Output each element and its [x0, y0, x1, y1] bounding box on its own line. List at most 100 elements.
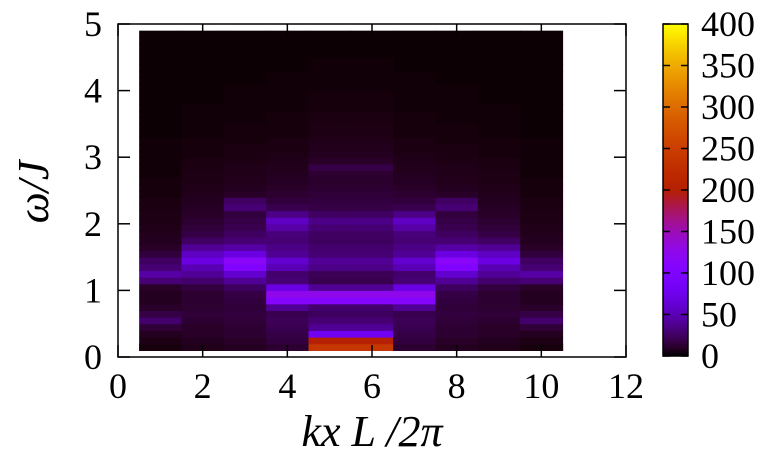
heatmap-cell — [181, 283, 225, 291]
heatmap-cell — [435, 37, 479, 45]
heatmap-cell — [350, 330, 394, 338]
heatmap-cell — [350, 290, 394, 298]
heatmap-cell — [139, 290, 183, 298]
heatmap-cell — [223, 257, 267, 265]
heatmap-cell — [139, 137, 183, 145]
heatmap-cell — [223, 283, 267, 291]
heatmap-cell — [266, 110, 310, 118]
heatmap-cell — [139, 250, 183, 258]
heatmap-cell — [435, 90, 479, 98]
heatmap-cell — [139, 223, 183, 232]
heatmap-cell — [181, 330, 225, 338]
heatmap-cell — [350, 57, 394, 65]
heatmap-cell — [520, 257, 564, 265]
heatmap-cell — [308, 250, 352, 258]
y-tick-label: 0 — [84, 337, 102, 377]
heatmap-cell — [308, 243, 352, 252]
heatmap-cells — [139, 30, 564, 351]
heatmap-cell — [477, 243, 521, 252]
heatmap-cell — [223, 177, 267, 185]
heatmap-cell — [139, 37, 183, 45]
heatmap-cell — [350, 103, 394, 112]
colorbar-tick-label: 300 — [701, 87, 755, 127]
heatmap-cell — [223, 250, 267, 258]
heatmap-cell — [308, 137, 352, 145]
heatmap-cell — [139, 143, 183, 152]
heatmap-cell — [350, 157, 394, 165]
heatmap-cell — [435, 117, 479, 125]
heatmap-cell — [350, 283, 394, 291]
heatmap-cell — [266, 90, 310, 98]
heatmap-cell — [435, 217, 479, 225]
heatmap-cell — [520, 250, 564, 258]
heatmap-cell — [223, 83, 267, 92]
x-tick-label: 8 — [448, 366, 466, 406]
heatmap-cell — [266, 223, 310, 232]
heatmap-cell — [350, 123, 394, 132]
heatmap-cell — [350, 237, 394, 245]
heatmap-cell — [435, 263, 479, 272]
heatmap-cell — [520, 230, 564, 238]
heatmap-cell — [435, 137, 479, 145]
heatmap-cell — [520, 43, 564, 52]
heatmap-cell — [181, 297, 225, 305]
heatmap-cell — [308, 297, 352, 305]
heatmap-cell — [350, 143, 394, 152]
heatmap-cell — [350, 183, 394, 192]
heatmap-cell — [435, 97, 479, 105]
heatmap-cell — [266, 143, 310, 152]
heatmap-cell — [393, 50, 437, 58]
heatmap-cell — [223, 263, 267, 272]
heatmap-cell — [520, 277, 564, 285]
heatmap-cell — [520, 123, 564, 132]
heatmap-cell — [520, 90, 564, 98]
heatmap-cell — [393, 297, 437, 305]
heatmap-cell — [350, 190, 394, 198]
heatmap-cell — [435, 330, 479, 338]
heatmap-cell — [308, 337, 352, 345]
heatmap-cell — [139, 150, 183, 158]
heatmap-cell — [350, 83, 394, 92]
heatmap-cell — [139, 190, 183, 198]
heatmap-cell — [308, 283, 352, 291]
heatmap-cell — [435, 337, 479, 345]
heatmap-cell — [477, 37, 521, 45]
heatmap-cell — [520, 270, 564, 278]
heatmap-cell — [308, 210, 352, 218]
heatmap-cell — [181, 323, 225, 331]
heatmap-cell — [435, 290, 479, 298]
heatmap-cell — [477, 137, 521, 145]
colorbar-tick-label: 200 — [701, 170, 755, 210]
heatmap-cell — [308, 150, 352, 158]
heatmap-cell — [223, 217, 267, 225]
heatmap-cell — [308, 157, 352, 165]
heatmap-cell — [477, 103, 521, 112]
heatmap-cell — [266, 263, 310, 272]
heatmap-cell — [350, 130, 394, 138]
heatmap-cell — [477, 157, 521, 165]
heatmap-cell — [350, 270, 394, 278]
heatmap-cell — [393, 57, 437, 65]
heatmap-cell — [350, 203, 394, 212]
heatmap-cell — [308, 330, 352, 338]
heatmap-cell — [223, 337, 267, 345]
heatmap-cell — [139, 270, 183, 278]
heatmap-cell — [266, 70, 310, 78]
heatmap-cell — [223, 37, 267, 45]
heatmap-cell — [139, 170, 183, 178]
heatmap-cell — [435, 83, 479, 92]
heatmap-cell — [181, 303, 225, 311]
heatmap-cell — [181, 270, 225, 278]
heatmap-cell — [393, 223, 437, 232]
heatmap-cell — [223, 117, 267, 125]
heatmap-cell — [520, 183, 564, 192]
heatmap-cell — [139, 83, 183, 92]
heatmap-cell — [181, 163, 225, 172]
heatmap-cell — [393, 177, 437, 185]
heatmap-cell — [520, 283, 564, 291]
heatmap-cell — [308, 117, 352, 125]
heatmap-cell — [477, 117, 521, 125]
heatmap-cell — [350, 43, 394, 52]
heatmap-cell — [350, 137, 394, 145]
